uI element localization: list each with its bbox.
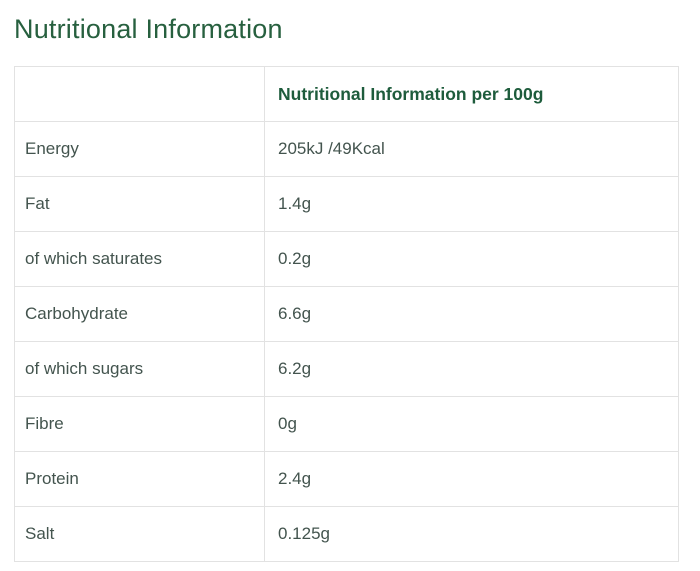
- nutrient-value-cell: 1.4g: [264, 176, 679, 233]
- page-title: Nutritional Information: [14, 14, 283, 44]
- nutrient-label-cell: Salt: [14, 506, 265, 563]
- per-100g-header-cell: Nutritional Information per 100g: [264, 66, 679, 123]
- table-header-row: Nutritional Information per 100g: [14, 66, 679, 123]
- nutrient-label-cell: of which saturates: [14, 231, 265, 288]
- nutritional-information-table: Nutritional Information per 100g Energy …: [14, 66, 679, 563]
- nutrient-value-cell: 0.2g: [264, 231, 679, 288]
- nutrient-value-cell: 0g: [264, 396, 679, 453]
- table-row-salt: Salt 0.125g: [14, 506, 679, 563]
- empty-header-cell: [14, 66, 265, 123]
- nutrient-value-cell: 0.125g: [264, 506, 679, 563]
- nutrient-label-cell: Energy: [14, 121, 265, 178]
- nutrient-label-cell: Fat: [14, 176, 265, 233]
- table-row-saturates: of which saturates 0.2g: [14, 231, 679, 288]
- nutrient-value-cell: 6.6g: [264, 286, 679, 343]
- table-row-energy: Energy 205kJ /49Kcal: [14, 121, 679, 178]
- nutrient-label-cell: Fibre: [14, 396, 265, 453]
- nutrient-label-cell: of which sugars: [14, 341, 265, 398]
- nutrient-value-cell: 6.2g: [264, 341, 679, 398]
- table-row-carbohydrate: Carbohydrate 6.6g: [14, 286, 679, 343]
- nutrient-label-cell: Carbohydrate: [14, 286, 265, 343]
- nutrient-label-cell: Protein: [14, 451, 265, 508]
- table-row-fat: Fat 1.4g: [14, 176, 679, 233]
- table-row-protein: Protein 2.4g: [14, 451, 679, 508]
- table-row-fibre: Fibre 0g: [14, 396, 679, 453]
- table-row-sugars: of which sugars 6.2g: [14, 341, 679, 398]
- nutrient-value-cell: 2.4g: [264, 451, 679, 508]
- nutrient-value-cell: 205kJ /49Kcal: [264, 121, 679, 178]
